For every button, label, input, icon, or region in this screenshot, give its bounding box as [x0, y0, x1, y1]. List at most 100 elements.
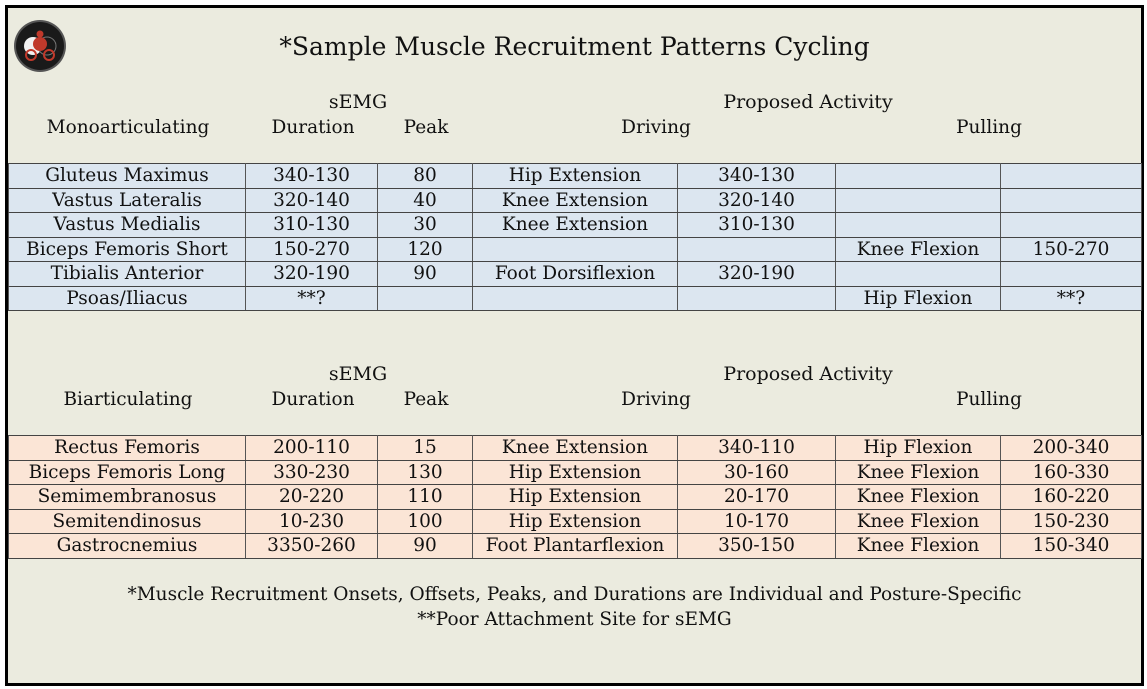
peak-cell: 110	[377, 484, 473, 510]
driving-range-cell: 350-150	[677, 533, 836, 559]
driving-range-cell	[677, 285, 836, 311]
duration-cell: **?	[245, 285, 378, 311]
driving-action-cell: Hip Extension	[472, 163, 678, 189]
duration-cell: 310-130	[245, 212, 378, 238]
driving-action-cell: Hip Extension	[472, 484, 678, 510]
pulling-action-cell	[835, 187, 1001, 213]
pulling-range-cell	[1000, 187, 1142, 213]
pulling-range-cell: 150-270	[1000, 236, 1142, 262]
table-row: Vastus Lateralis 320-140 40 Knee Extensi…	[8, 187, 1142, 213]
driving-action-cell: Hip Extension	[472, 508, 678, 534]
table-row: Rectus Femoris 200-110 15 Knee Extension…	[8, 435, 1142, 461]
semg-header: sEMG	[328, 91, 388, 113]
pulling-range-cell	[1000, 261, 1142, 287]
pulling-action-cell: Hip Flexion	[835, 435, 1001, 461]
muscle-cell: Gastrocnemius	[8, 533, 246, 559]
muscle-cell: Gluteus Maximus	[8, 163, 246, 189]
driving-range-cell: 340-110	[677, 435, 836, 461]
driving-range-cell	[677, 236, 836, 262]
duration-header: Duration	[271, 117, 355, 138]
muscle-cell: Vastus Medialis	[8, 212, 246, 238]
peak-cell: 120	[377, 236, 473, 262]
pulling-action-cell: Knee Flexion	[835, 236, 1001, 262]
pulling-action-cell: Knee Flexion	[835, 508, 1001, 534]
peak-cell: 80	[377, 163, 473, 189]
muscle-cell: Psoas/Iliacus	[8, 285, 246, 311]
table-row: Tibialis Anterior 320-190 90 Foot Dorsif…	[8, 261, 1142, 287]
pulling-action-cell	[835, 261, 1001, 287]
duration-cell: 320-190	[245, 261, 378, 287]
driving-header: Driving	[621, 117, 691, 138]
duration-cell: 10-230	[245, 508, 378, 534]
pulling-range-cell: 160-220	[1000, 484, 1142, 510]
driving-range-cell: 30-160	[677, 459, 836, 485]
pulling-action-cell: Knee Flexion	[835, 459, 1001, 485]
driving-action-cell: Foot Plantarflexion	[472, 533, 678, 559]
muscle-cell: Biceps Femoris Long	[8, 459, 246, 485]
semg-header: sEMG	[328, 363, 388, 385]
peak-header: Peak	[403, 117, 449, 138]
table-row: Biceps Femoris Long 330-230 130 Hip Exte…	[8, 459, 1142, 485]
pulling-action-cell: Knee Flexion	[835, 533, 1001, 559]
monoarticulating-table: Gluteus Maximus 340-130 80 Hip Extension…	[8, 163, 1142, 311]
pulling-action-cell: Knee Flexion	[835, 484, 1001, 510]
peak-cell: 15	[377, 435, 473, 461]
driving-action-cell: Hip Extension	[472, 459, 678, 485]
driving-action-cell: Knee Extension	[472, 435, 678, 461]
muscle-cell: Rectus Femoris	[8, 435, 246, 461]
footnote-line-1: *Muscle Recruitment Onsets, Offsets, Pea…	[127, 584, 1022, 605]
pulling-header: Pulling	[956, 117, 1022, 138]
table-row: Semitendinosus 10-230 100 Hip Extension …	[8, 508, 1142, 534]
peak-cell: 100	[377, 508, 473, 534]
muscle-cell: Tibialis Anterior	[8, 261, 246, 287]
driving-action-cell	[472, 236, 678, 262]
pulling-range-cell: 160-330	[1000, 459, 1142, 485]
table-row: Gluteus Maximus 340-130 80 Hip Extension…	[8, 163, 1142, 189]
page-title: *Sample Muscle Recruitment Patterns Cycl…	[279, 32, 870, 61]
duration-cell: 200-110	[245, 435, 378, 461]
pulling-action-cell	[835, 163, 1001, 189]
peak-cell: 90	[377, 261, 473, 287]
peak-cell: 40	[377, 187, 473, 213]
pulling-range-cell: 200-340	[1000, 435, 1142, 461]
peak-cell: 30	[377, 212, 473, 238]
peak-cell	[377, 285, 473, 311]
driving-range-cell: 320-190	[677, 261, 836, 287]
pulling-action-cell	[835, 212, 1001, 238]
driving-action-cell: Foot Dorsiflexion	[472, 261, 678, 287]
group-header: Biarticulating	[63, 389, 193, 410]
driving-range-cell: 20-170	[677, 484, 836, 510]
driving-action-cell: Knee Extension	[472, 187, 678, 213]
duration-cell: 20-220	[245, 484, 378, 510]
duration-cell: 150-270	[245, 236, 378, 262]
driving-action-cell	[472, 285, 678, 311]
pulling-range-cell: 150-230	[1000, 508, 1142, 534]
table-row: Semimembranosus 20-220 110 Hip Extension…	[8, 484, 1142, 510]
pulling-range-cell	[1000, 163, 1142, 189]
table-row: Gastrocnemius 3350-260 90 Foot Plantarfl…	[8, 533, 1142, 559]
footnote-line-2: **Poor Attachment Site for sEMG	[417, 609, 732, 630]
duration-header: Duration	[271, 389, 355, 410]
driving-action-cell: Knee Extension	[472, 212, 678, 238]
driving-range-cell: 10-170	[677, 508, 836, 534]
proposed-activity-header: Proposed Activity	[723, 363, 893, 385]
muscle-cell: Biceps Femoris Short	[8, 236, 246, 262]
table-row: Psoas/Iliacus **? Hip Flexion **?	[8, 285, 1142, 311]
proposed-activity-header: Proposed Activity	[723, 91, 893, 113]
table-row: Vastus Medialis 310-130 30 Knee Extensio…	[8, 212, 1142, 238]
driving-range-cell: 340-130	[677, 163, 836, 189]
muscle-cell: Semitendinosus	[8, 508, 246, 534]
cyclist-logo-icon	[16, 22, 64, 70]
peak-cell: 130	[377, 459, 473, 485]
slide-frame: *Sample Muscle Recruitment Patterns Cycl…	[5, 5, 1144, 686]
driving-range-cell: 310-130	[677, 212, 836, 238]
pulling-action-cell: Hip Flexion	[835, 285, 1001, 311]
driving-header: Driving	[621, 389, 691, 410]
pulling-range-cell	[1000, 212, 1142, 238]
duration-cell: 3350-260	[245, 533, 378, 559]
muscle-cell: Semimembranosus	[8, 484, 246, 510]
driving-range-cell: 320-140	[677, 187, 836, 213]
duration-cell: 340-130	[245, 163, 378, 189]
duration-cell: 320-140	[245, 187, 378, 213]
muscle-cell: Vastus Lateralis	[8, 187, 246, 213]
